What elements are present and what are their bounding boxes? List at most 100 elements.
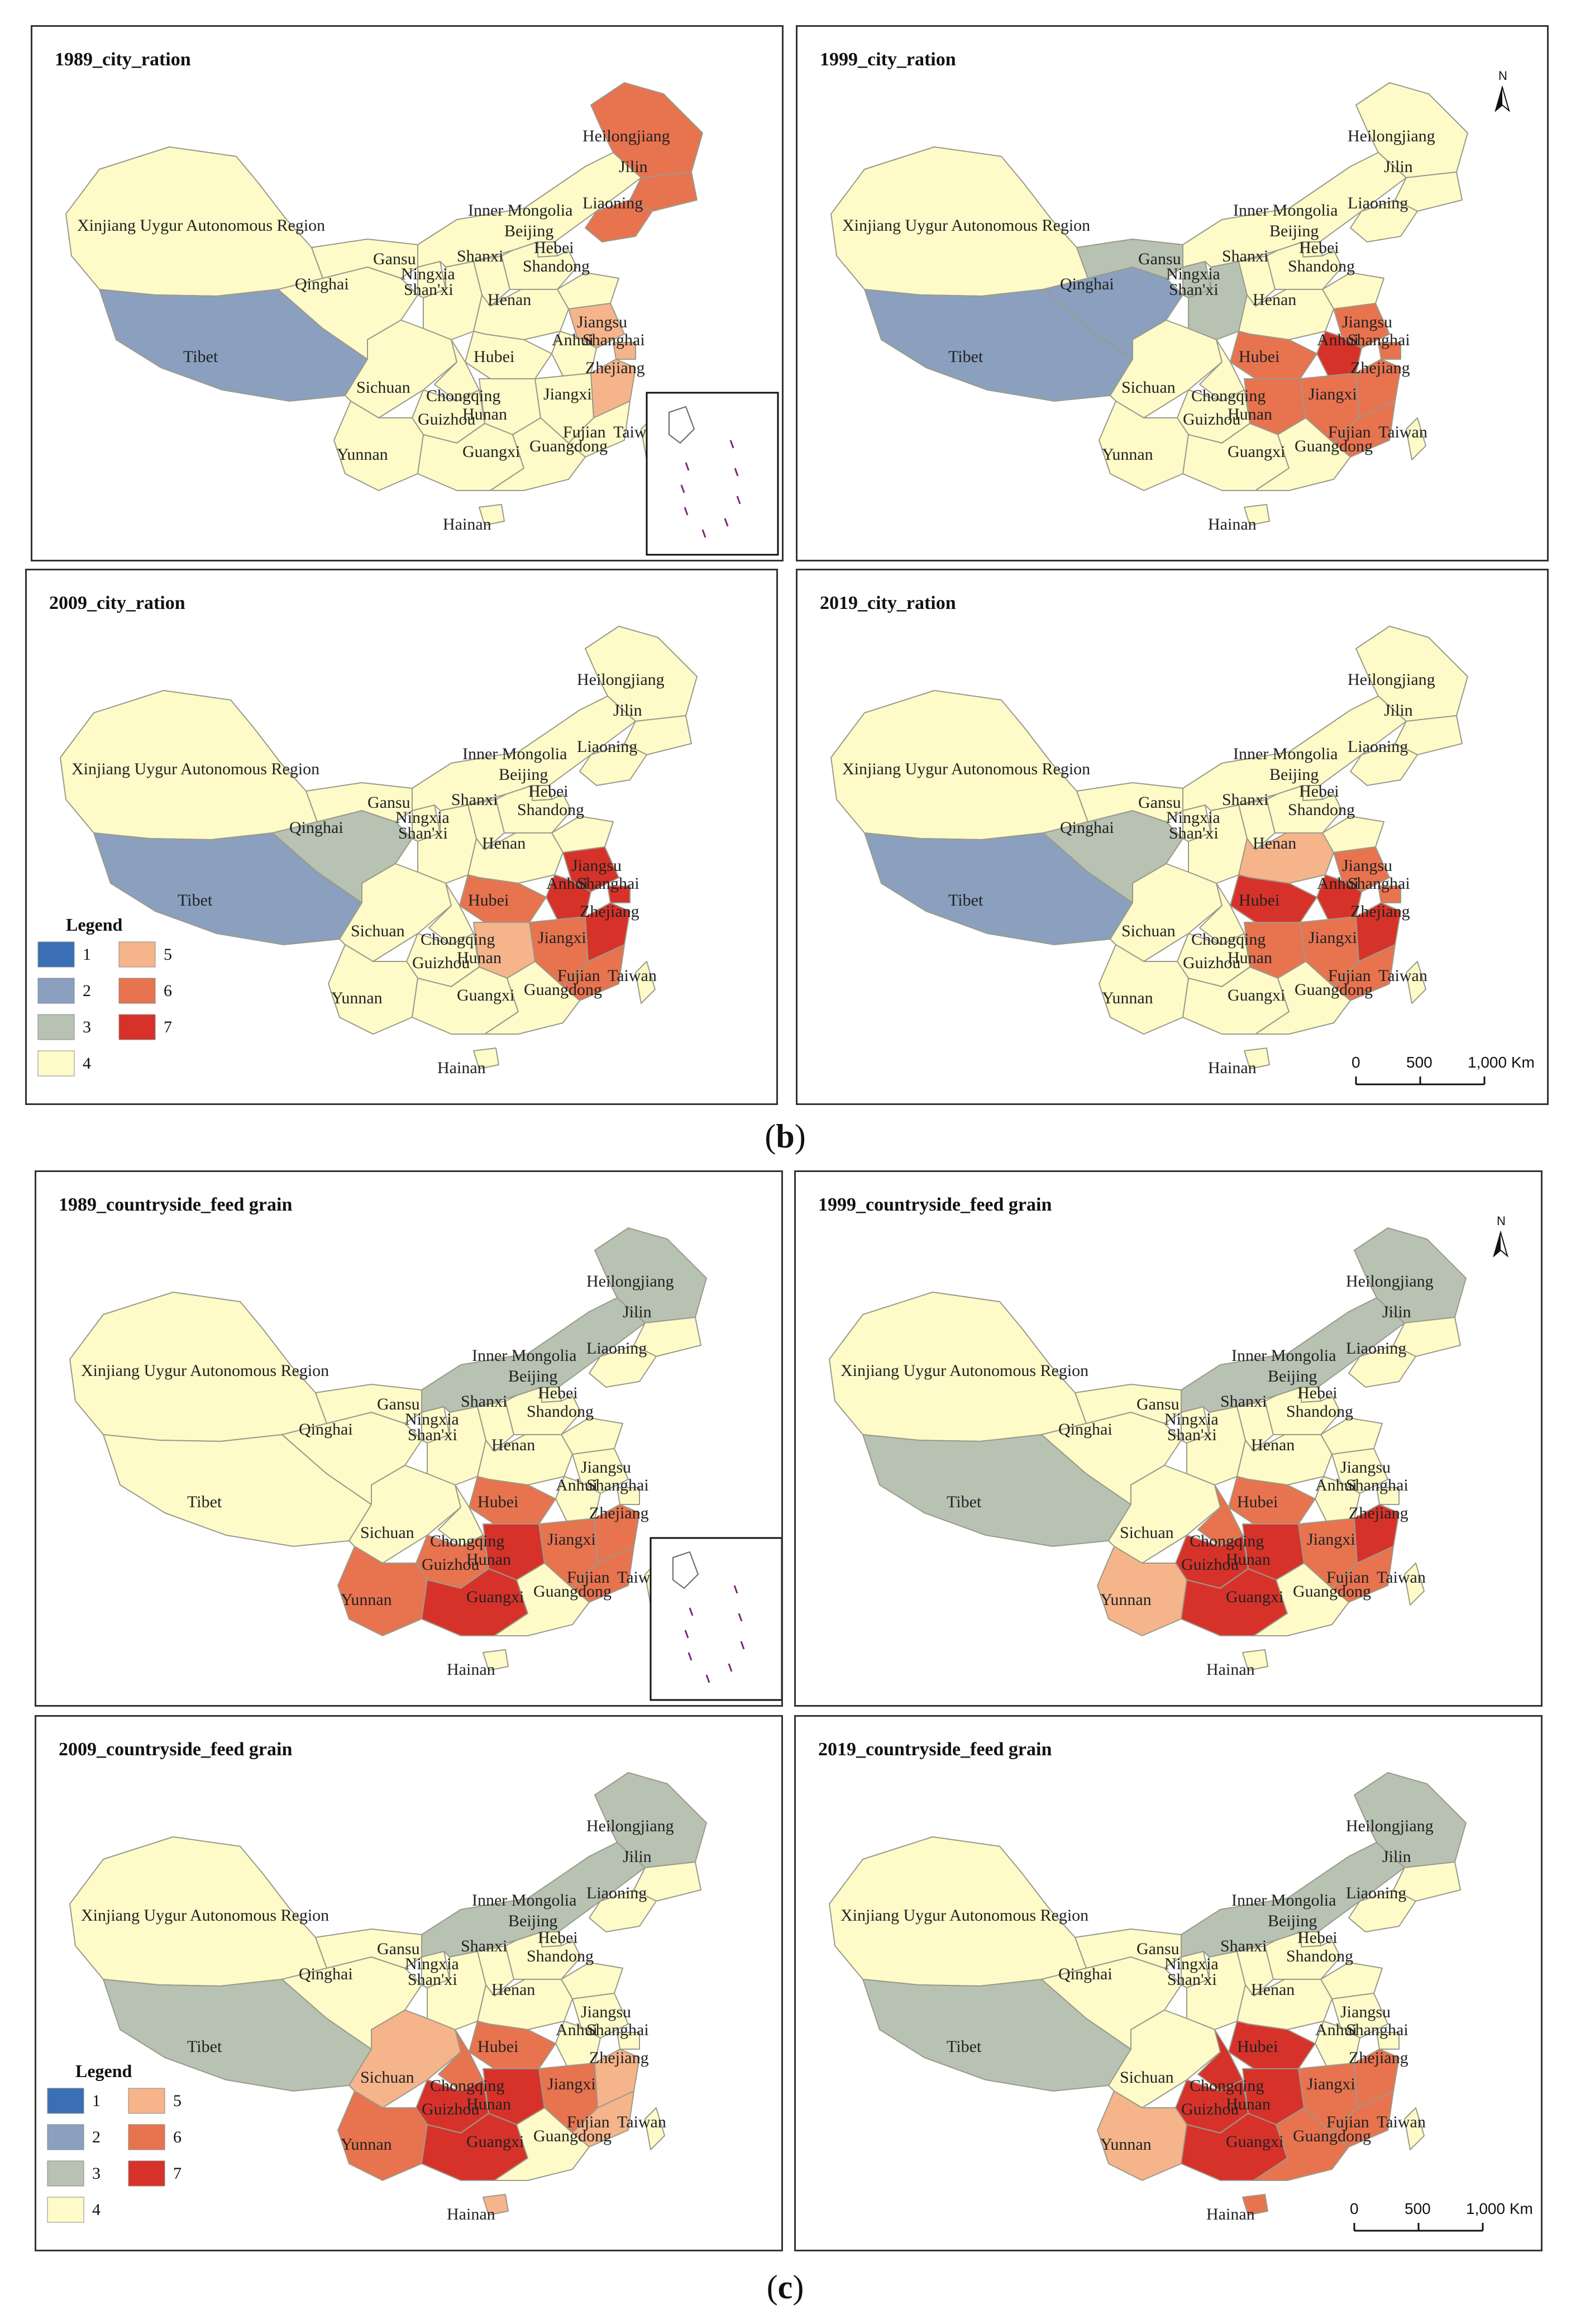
province-label-qinghai: Qinghai [289,818,343,837]
province-hubei [469,1476,556,1525]
province-label-beijing: Beijing [508,1912,557,1930]
panel-title: 2009_city_ration [49,593,185,613]
province-label-shanghai: Shanghai [582,331,645,349]
province-label-yunnan: Yunnan [331,989,383,1007]
province-jilin [1393,1861,1461,1902]
province-label-innermongolia: Inner Mongolia [472,1346,576,1365]
province-label-zhejiang: Zhejiang [589,1504,649,1522]
province-label-hunan: Hunan [457,949,502,967]
province-label-fujian: Fujian [557,966,600,985]
province-jiangsu [1331,1993,1388,2039]
map-panel: Xinjiang Uygur Autonomous Region Tibet Qin… [25,569,778,1105]
province-label-anhui: Anhui [1317,331,1359,349]
province-label-tibet: Tibet [187,2037,222,2056]
province-label-hebei: Hebei [1297,1384,1338,1402]
province-jilin [629,172,698,212]
province-label-shaanxi: Shan'xi [1167,1426,1217,1444]
legend-swatch [37,1050,75,1077]
province-label-jiangsu: Jiangsu [577,313,627,331]
province-label-ningxia: Ningxia [401,265,455,283]
province-label-xinjiang: Xinjiang Uygur Autonomous Region [842,760,1090,778]
province-label-shanghai: Shanghai [586,2021,649,2039]
province-label-zhejiang: Zhejiang [580,902,639,921]
province-shanghai [1378,342,1401,360]
province-shanxi [1238,255,1276,307]
province-label-zhejiang: Zhejiang [1350,902,1410,921]
province-guangdong [484,961,580,1035]
scale-tick-label: 0 [1350,2200,1359,2217]
province-label-xinjiang: Xinjiang Uygur Autonomous Region [71,760,319,778]
province-label-shanghai: Shanghai [1346,2021,1408,2039]
scale-tick-label: 500 [1405,2200,1431,2217]
province-taiwan [1406,961,1426,1004]
province-label-hebei: Hebei [538,1384,578,1402]
province-label-yunnan: Yunnan [337,445,388,464]
province-label-shanghai: Shanghai [577,874,639,893]
province-label-xinjiang: Xinjiang Uygur Autonomous Region [81,1906,329,1925]
province-label-xinjiang: Xinjiang Uygur Autonomous Region [841,1906,1088,1925]
china-map: Xinjiang Uygur Autonomous Region Tibet Qin… [829,1214,1508,1679]
figure-caption-c: (c) [766,2269,804,2306]
province-label-guangdong: Guangdong [1295,437,1373,455]
province-guangdong [490,417,586,491]
province-labels: Xinjiang Uygur Autonomous Region Tibet Qin… [841,1817,1434,2223]
province-label-tibet: Tibet [948,347,983,366]
panel-title: 2009_countryside_feed grain [59,1739,293,1760]
legend-swatch [118,941,156,968]
province-label-heilongjiang: Heilongjiang [1346,1817,1434,1835]
province-hainan [473,1047,499,1069]
legend-label: 7 [173,2164,182,2183]
province-label-hubei: Hubei [1239,891,1279,909]
province-label-shanxi: Shanxi [1222,247,1268,265]
province-shanxi [1238,799,1276,850]
province-layer [69,1227,707,1671]
province-label-qinghai: Qinghai [299,1965,353,1983]
legend: Legend 1 2 3 4 5 6 7 [47,2061,182,2223]
province-layer [65,82,703,526]
province-jilin [1395,172,1463,212]
province-label-hunan: Hunan [1226,1550,1271,1569]
figure-caption-b: (b) [765,1118,806,1155]
province-liaoning [1350,743,1418,786]
province-label-hunan: Hunan [1228,949,1272,967]
province-label-guizhou: Guizhou [1183,954,1240,972]
province-label-liaoning: Liaoning [1346,1884,1406,1902]
legend-swatch [47,2088,84,2114]
province-gansu [1075,1928,1182,1969]
legend-title: Legend [66,915,123,935]
province-jiangsu [568,303,625,349]
province-jiangsu [572,1448,629,1494]
province-label-hebei: Hebei [538,1928,578,1947]
province-labels: Xinjiang Uygur Autonomous Region Tibet Qin… [77,127,670,534]
province-label-chongqing: Chongqing [1191,387,1266,405]
province-label-jiangxi: Jiangxi [547,1530,596,1549]
province-label-innermongolia: Inner Mongolia [1233,201,1338,220]
province-label-hainan: Hainan [447,2205,495,2223]
province-hubei [459,874,547,923]
province-jilin [1395,715,1463,755]
province-label-chongqing: Chongqing [1191,930,1266,949]
province-label-fujian: Fujian [567,2113,610,2131]
province-label-shaanxi: Shan'xi [408,1970,457,1989]
province-label-hainan: Hainan [437,1059,486,1077]
province-jiangsu [1333,303,1390,349]
province-label-heilongjiang: Heilongjiang [1346,1272,1434,1290]
province-hebei [505,1387,581,1435]
province-label-shanxi: Shanxi [451,790,498,809]
legend-label: 1 [92,2092,101,2110]
province-shanghai [617,1487,640,1505]
province-label-fujian: Fujian [563,423,606,441]
province-label-sichuan: Sichuan [1120,1523,1174,1542]
province-label-gansu: Gansu [367,793,410,812]
north-arrow-icon: N [1494,69,1510,112]
province-label-jiangxi: Jiangxi [1307,2075,1355,2093]
province-label-fujian: Fujian [1326,2113,1369,2131]
province-label-shanxi: Shanxi [1222,790,1268,809]
legend-label: 4 [83,1054,91,1073]
province-label-liaoning: Liaoning [1348,194,1408,212]
province-label-jilin: Jilin [619,158,648,176]
province-label-shaanxi: Shan'xi [1169,280,1219,299]
province-jiangsu [572,1993,629,2039]
province-label-henan: Henan [1251,1980,1295,1999]
north-label: N [1497,1214,1506,1228]
